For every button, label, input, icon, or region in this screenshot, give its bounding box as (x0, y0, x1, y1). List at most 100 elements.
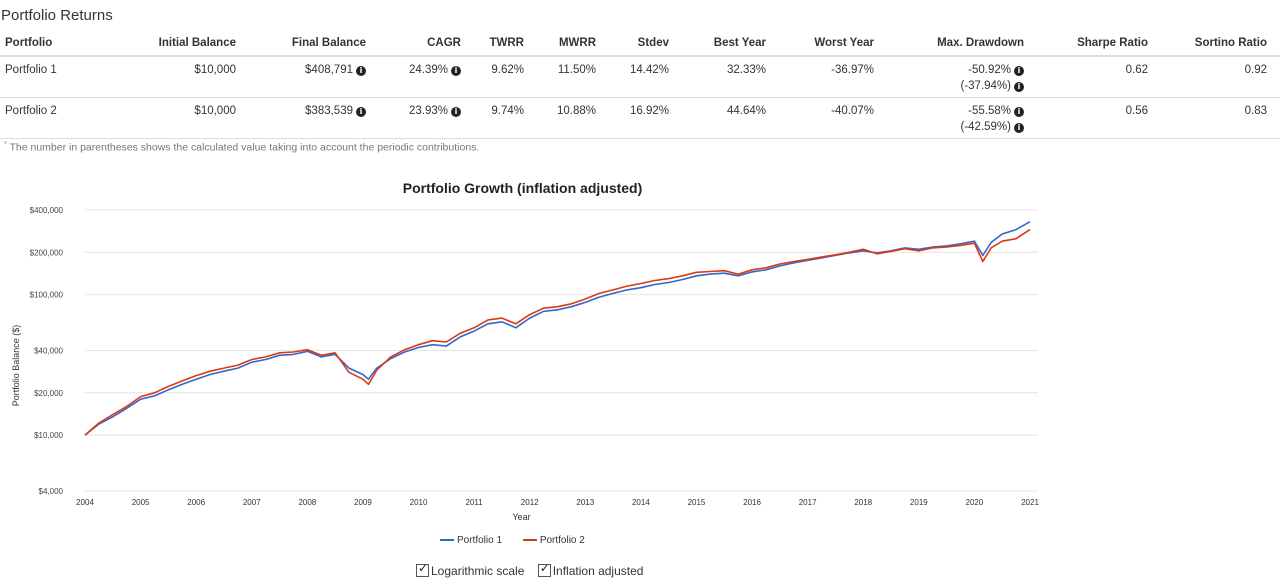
info-circle-icon[interactable]: i (1014, 107, 1024, 117)
col-max-drawdown[interactable]: Max. Drawdown (887, 31, 1037, 57)
cell-max-drawdown: -55.58% i (-42.59%) i (887, 97, 1037, 139)
final-balance-value: $408,791 (305, 64, 353, 76)
y-tick-label: $10,000 (34, 431, 63, 440)
legend-swatch-portfolio-2 (522, 539, 537, 542)
cell-twrr: 9.62% (474, 56, 537, 98)
cell-sharpe-ratio: 0.56 (1037, 97, 1161, 139)
y-tick-label: $4,000 (39, 487, 64, 496)
footnote-marker: * (4, 141, 7, 148)
logarithmic-scale-label: Logarithmic scale (431, 564, 525, 578)
info-circle-icon[interactable]: i (1014, 82, 1024, 92)
y-tick-label: $40,000 (34, 347, 63, 356)
series-line-portfolio-2 (84, 228, 1031, 436)
footnote-text: The number in parentheses shows the calc… (9, 141, 480, 154)
cell-best-year: 44.64% (682, 97, 779, 139)
cell-initial-balance: $10,000 (128, 97, 249, 139)
col-sortino-ratio[interactable]: Sortino Ratio (1161, 31, 1280, 57)
cagr-value: 23.93% (408, 105, 448, 117)
x-axis-label: Year (512, 512, 530, 522)
cell-sortino-ratio: 0.92 (1161, 56, 1280, 98)
checkmark-icon: ✓ (539, 561, 550, 575)
inflation-adjusted-label: Inflation adjusted (552, 564, 644, 578)
max-drawdown-contrib-value: (-42.59%) (960, 121, 1012, 133)
inflation-adjusted-toggle[interactable]: ✓ Inflation adjusted (537, 561, 644, 578)
cell-stdev: 14.42% (609, 56, 682, 98)
final-balance-value: $383,539 (305, 105, 353, 117)
col-best-year[interactable]: Best Year (682, 31, 779, 57)
cell-worst-year: -40.07% (779, 97, 887, 139)
cell-final-balance: $383,539 i (249, 97, 379, 139)
x-tick-label: 2008 (298, 498, 316, 507)
cell-mwrr: 10.88% (537, 97, 609, 139)
col-final-balance[interactable]: Final Balance (249, 31, 379, 57)
checkmark-icon: ✓ (418, 561, 429, 575)
chart-title: Portfolio Growth (inflation adjusted) (403, 180, 643, 196)
info-circle-icon[interactable]: i (451, 66, 461, 76)
y-tick-label: $20,000 (34, 389, 63, 398)
table-header-row: Portfolio Initial Balance Final Balance … (0, 31, 1280, 57)
logarithmic-scale-toggle[interactable]: ✓ Logarithmic scale (416, 561, 525, 578)
x-tick-label: 2006 (187, 498, 205, 507)
x-tick-label: 2017 (799, 498, 817, 507)
legend-label: Portfolio 2 (539, 535, 585, 546)
cagr-value: 24.39% (408, 64, 448, 76)
chart-options: ✓ Logarithmic scale ✓ Inflation adjusted (416, 561, 653, 578)
legend-swatch-portfolio-1 (440, 539, 454, 542)
col-sharpe-ratio[interactable]: Sharpe Ratio (1037, 31, 1161, 57)
series-line-portfolio-1 (84, 221, 1031, 436)
cell-final-balance: $408,791 i (249, 56, 379, 98)
legend-item-portfolio-2[interactable]: Portfolio 2 (522, 535, 585, 546)
x-tick-label: 2011 (466, 498, 484, 507)
x-tick-label: 2020 (966, 498, 984, 507)
cell-mwrr: 11.50% (537, 56, 609, 98)
max-drawdown-value: -50.92% (968, 64, 1011, 76)
inflation-adjusted-checkbox[interactable]: ✓ (537, 561, 551, 577)
cell-initial-balance: $10,000 (128, 56, 249, 98)
cell-stdev: 16.92% (609, 97, 682, 139)
info-circle-icon[interactable]: i (1014, 123, 1024, 133)
cell-portfolio: Portfolio 1 (0, 56, 128, 98)
x-tick-label: 2019 (910, 498, 928, 507)
x-tick-label: 2014 (632, 498, 650, 507)
x-tick-label: 2007 (243, 498, 261, 507)
max-drawdown-value: -55.58% (968, 105, 1011, 117)
cell-cagr: 24.39% i (379, 56, 474, 98)
x-tick-label: 2018 (854, 498, 872, 507)
y-tick-label: $400,000 (30, 206, 64, 215)
col-portfolio[interactable]: Portfolio (0, 31, 128, 57)
info-circle-icon[interactable]: i (1014, 66, 1024, 76)
x-tick-label: 2016 (743, 498, 761, 507)
x-tick-label: 2005 (132, 498, 150, 507)
x-tick-label: 2010 (410, 498, 428, 507)
cell-portfolio: Portfolio 2 (0, 97, 128, 139)
x-tick-label: 2004 (76, 498, 94, 507)
info-circle-icon[interactable]: i (451, 107, 461, 117)
col-twrr[interactable]: TWRR (474, 31, 537, 57)
x-tick-label: 2012 (521, 498, 539, 507)
returns-table: Portfolio Initial Balance Final Balance … (0, 31, 1280, 139)
chart-svg: Portfolio Growth (inflation adjusted) $4,… (11, 180, 1039, 522)
y-axis-label: Portfolio Balance ($) (11, 325, 21, 407)
logarithmic-scale-checkbox[interactable]: ✓ (416, 561, 429, 577)
col-initial-balance[interactable]: Initial Balance (128, 31, 249, 57)
page-title: Portfolio Returns (1, 7, 113, 24)
cell-best-year: 32.33% (682, 56, 779, 98)
max-drawdown-contrib-value: (-37.94%) (960, 80, 1012, 92)
col-mwrr[interactable]: MWRR (537, 31, 609, 57)
col-worst-year[interactable]: Worst Year (779, 31, 887, 57)
info-circle-icon[interactable]: i (356, 107, 366, 117)
y-tick-label: $200,000 (30, 248, 64, 257)
contributions-footnote: * The number in parentheses shows the ca… (4, 141, 479, 154)
portfolio-growth-chart: Portfolio Growth (inflation adjusted) $4,… (0, 170, 1060, 586)
legend-item-portfolio-1[interactable]: Portfolio 1 (440, 535, 502, 546)
table-row: Portfolio 1 $10,000 $408,791 i 24.39% i 9.… (0, 56, 1280, 98)
x-tick-label: 2013 (576, 498, 594, 507)
chart-legend: Portfolio 1 Portfolio 2 (440, 535, 603, 546)
info-circle-icon[interactable]: i (356, 66, 366, 76)
table-row: Portfolio 2 $10,000 $383,539 i 23.93% i 9.… (0, 97, 1280, 139)
legend-label: Portfolio 1 (457, 535, 503, 546)
col-cagr[interactable]: CAGR (379, 31, 474, 57)
col-stdev[interactable]: Stdev (609, 31, 682, 57)
x-tick-label: 2021 (1021, 498, 1039, 507)
y-tick-label: $100,000 (30, 291, 64, 300)
